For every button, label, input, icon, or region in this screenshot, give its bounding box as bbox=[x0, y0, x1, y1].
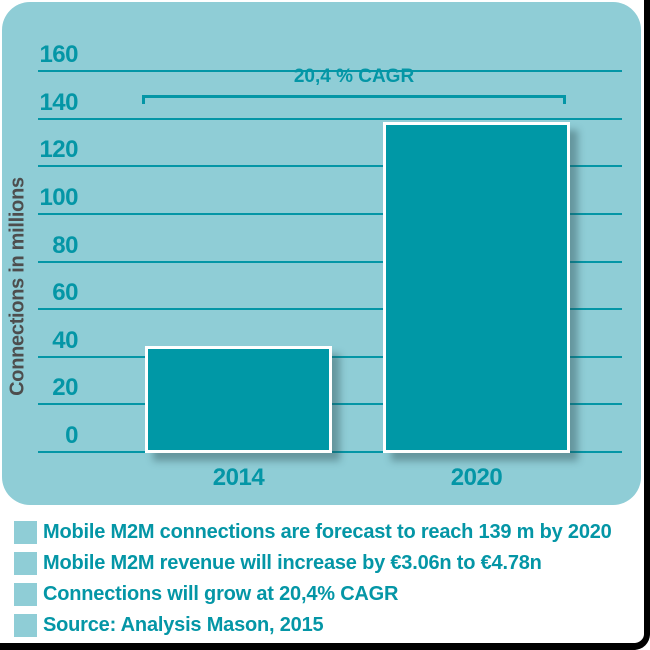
y-axis-title: Connections in millions bbox=[6, 177, 29, 396]
y-tick-label-120: 120 bbox=[39, 136, 78, 163]
y-tick-label-80: 80 bbox=[52, 232, 78, 259]
x-tick-label-2020: 2020 bbox=[450, 464, 503, 491]
bullet-text: Source: Analysis Mason, 2015 bbox=[43, 614, 324, 636]
bar-2014 bbox=[145, 346, 332, 453]
bullet-square-icon bbox=[14, 614, 37, 637]
y-tick-label-100: 100 bbox=[39, 184, 78, 211]
gridline-60 bbox=[38, 308, 622, 310]
cagr-label: 20,4 % CAGR bbox=[293, 66, 415, 87]
bullet-square-icon bbox=[14, 521, 37, 544]
x-tick-label-2014: 2014 bbox=[212, 464, 265, 491]
bullet-item: Connections will grow at 20,4% CAGR bbox=[14, 583, 612, 606]
y-tick-label-140: 140 bbox=[39, 89, 78, 116]
cagr-bracket bbox=[142, 95, 566, 104]
bullet-square-icon bbox=[14, 552, 37, 575]
y-tick-label-0: 0 bbox=[65, 422, 78, 449]
bullet-text: Connections will grow at 20,4% CAGR bbox=[43, 583, 399, 605]
bullet-item: Source: Analysis Mason, 2015 bbox=[14, 614, 612, 637]
gridline-80 bbox=[38, 261, 622, 263]
bullet-text: Mobile M2M connections are forecast to r… bbox=[43, 521, 612, 543]
gridline-160 bbox=[38, 70, 622, 72]
bar-2020 bbox=[383, 122, 570, 453]
y-tick-label-40: 40 bbox=[52, 327, 78, 354]
bullet-item: Mobile M2M connections are forecast to r… bbox=[14, 521, 612, 544]
bullet-text: Mobile M2M revenue will increase by €3.0… bbox=[43, 552, 542, 574]
bullet-item: Mobile M2M revenue will increase by €3.0… bbox=[14, 552, 612, 575]
y-tick-label-60: 60 bbox=[52, 279, 78, 306]
bullet-list: Mobile M2M connections are forecast to r… bbox=[14, 521, 612, 637]
y-tick-label-20: 20 bbox=[52, 374, 78, 401]
gridline-120 bbox=[38, 165, 622, 167]
gridline-140 bbox=[38, 118, 622, 120]
y-tick-label-160: 160 bbox=[39, 41, 78, 68]
bullet-square-icon bbox=[14, 583, 37, 606]
gridline-100 bbox=[38, 213, 622, 215]
